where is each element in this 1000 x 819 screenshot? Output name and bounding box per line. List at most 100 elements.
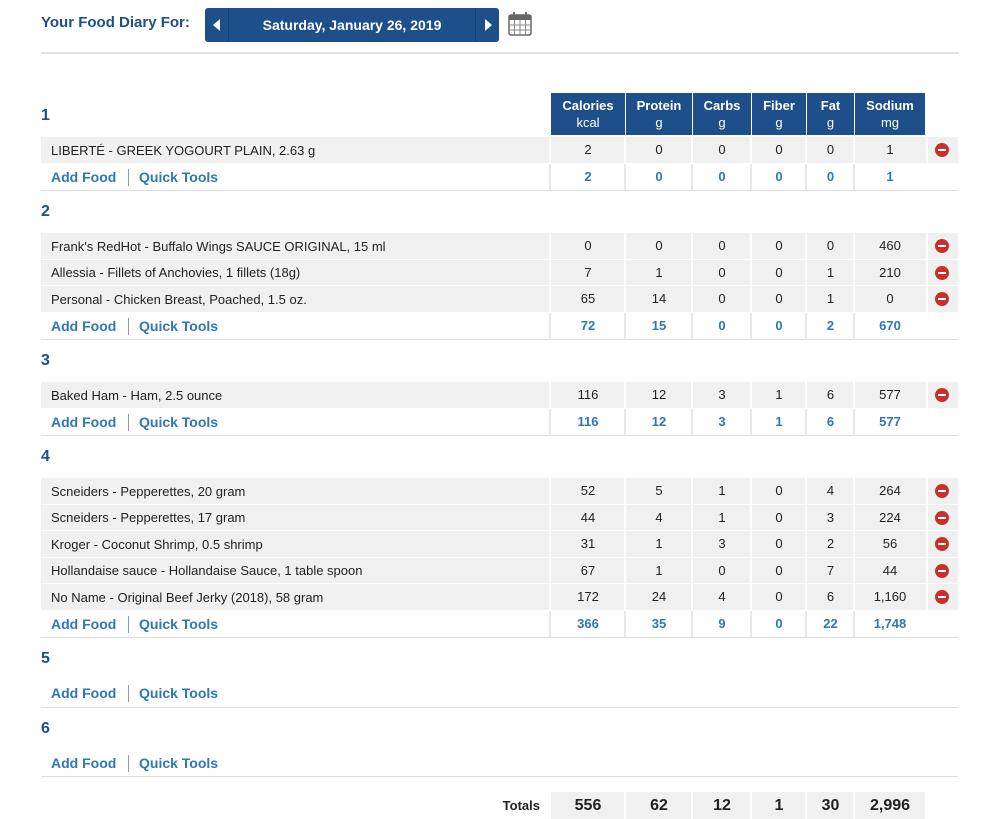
- date[interactable]: Saturday, January 26, 2019: [228, 8, 476, 42]
- nutrient-value: 1: [805, 259, 854, 285]
- nutrient-value: 0: [750, 137, 806, 163]
- nutrient-value: 12: [624, 382, 692, 408]
- meal-total: 366: [549, 610, 625, 637]
- quick-tools-link[interactable]: Quick Tools: [139, 168, 219, 185]
- food-name: Kroger - Coconut Shrimp, 0.5 shrimp: [51, 536, 263, 552]
- column-unit: mg: [880, 115, 900, 130]
- link-separator: [128, 413, 129, 431]
- quick-tools-link[interactable]: Quick Tools: [139, 317, 219, 334]
- food-name: No Name - Original Beef Jerky (2018), 58…: [51, 589, 324, 605]
- meal-divider: [41, 339, 958, 340]
- column-name: Carbs: [703, 98, 741, 113]
- add-food-link[interactable]: Add Food: [51, 413, 117, 430]
- add-food-link[interactable]: Add Food: [51, 685, 117, 701]
- row-divider: [41, 609, 958, 611]
- meal-total: 22: [805, 610, 854, 637]
- nutrient-value: 0: [750, 286, 806, 312]
- column-name: Calories: [562, 98, 614, 113]
- next-day[interactable]: [476, 8, 499, 42]
- column-unit: g: [655, 115, 663, 130]
- delete-food: [926, 233, 958, 259]
- link-separator: [128, 685, 129, 702]
- prev-day[interactable]: [205, 8, 228, 42]
- delete-icon[interactable]: [935, 143, 949, 157]
- nutrient-value: 1: [853, 137, 925, 163]
- nutrient-value: 3: [691, 382, 751, 408]
- meal-total: 3: [691, 408, 751, 435]
- delete-food: [926, 286, 958, 312]
- meal-total: 577: [853, 408, 925, 435]
- quick-tools-link[interactable]: Quick Tools: [139, 685, 219, 701]
- delete-icon[interactable]: [935, 388, 949, 402]
- nutrient-value: 4: [691, 584, 751, 610]
- nutrient-value: 4: [624, 504, 692, 530]
- meal-total: 0: [750, 610, 806, 637]
- nutrient-value: 0: [750, 259, 806, 285]
- quick-tools-link[interactable]: Quick Tools: [139, 615, 219, 632]
- delete-icon[interactable]: [935, 537, 949, 551]
- column-header: Fiber g: [752, 93, 806, 135]
- nutrient-value: 460: [853, 233, 925, 259]
- row-divider: [41, 258, 958, 260]
- food-name: Baked Ham - Ham, 2.5 ounce: [51, 387, 223, 403]
- delete-icon[interactable]: [935, 563, 949, 578]
- nutrient-value: 0: [624, 233, 692, 259]
- nutrient-value: 577: [853, 382, 925, 408]
- meal-total: 0: [805, 163, 854, 190]
- delete-icon[interactable]: [935, 590, 949, 604]
- column-header: Protein g: [626, 93, 692, 135]
- nutrient-value: 44: [853, 557, 925, 583]
- calendar-icon[interactable]: [508, 12, 532, 36]
- nutrient-value: 31: [549, 531, 625, 557]
- nutrient-value: 0: [750, 478, 806, 504]
- nutrient-value: 0: [750, 531, 806, 557]
- delete-food: [926, 557, 958, 583]
- meal-total: 1,748: [853, 610, 925, 637]
- nutrient-value: 1,160: [853, 584, 925, 610]
- nutrient-value: 14: [624, 286, 692, 312]
- meal-total: 6: [805, 408, 854, 435]
- nutrient-value: 24: [624, 584, 692, 610]
- meal-total: 0: [750, 163, 806, 190]
- nutrient-value: 6: [805, 584, 854, 610]
- nutrient-value: 7: [805, 557, 854, 583]
- nutrient-value: 1: [691, 478, 751, 504]
- nutrient-value: 0: [691, 557, 751, 583]
- delete-icon[interactable]: [935, 239, 949, 253]
- add-food-link[interactable]: Add Food: [51, 317, 117, 334]
- nutrient-value: 1: [624, 531, 692, 557]
- nutrient-value: 0: [549, 233, 625, 259]
- nutrient-value: 0: [750, 233, 806, 259]
- nutrient-value: 0: [750, 557, 806, 583]
- delete-icon[interactable]: [935, 265, 949, 280]
- column-name: Fiber: [763, 98, 795, 113]
- meal-total: 15: [624, 312, 692, 339]
- nutrient-value: 0: [691, 286, 751, 312]
- nutrient-value: 1: [624, 259, 692, 285]
- nutrient-value: 67: [549, 557, 625, 583]
- delete-icon[interactable]: [935, 510, 949, 525]
- nutrient-value: 65: [549, 286, 625, 312]
- nutrient-value: 3: [805, 504, 854, 530]
- food-name: Allessia - Fillets of Anchovies, 1 fille…: [51, 265, 301, 281]
- column-unit: g: [826, 115, 835, 130]
- delete-icon[interactable]: [935, 484, 949, 498]
- nutrient-value: 56: [853, 531, 925, 557]
- quick-tools-link[interactable]: Quick Tools: [139, 413, 219, 430]
- quick-tools-link[interactable]: Quick Tools: [139, 754, 219, 771]
- nutrient-value: 44: [549, 504, 625, 530]
- row-divider: [41, 583, 958, 584]
- add-food-link[interactable]: Add Food: [51, 754, 117, 771]
- nutrient-value: 6: [805, 382, 854, 408]
- meal-divider: [41, 776, 958, 777]
- add-food-link[interactable]: Add Food: [51, 168, 117, 185]
- delete-icon[interactable]: [935, 292, 949, 306]
- nutrient-value: 2: [805, 531, 854, 557]
- food-name: Frank's RedHot - Buffalo Wings SAUCE ORI…: [51, 238, 386, 254]
- add-food-link[interactable]: Add Food: [51, 615, 117, 632]
- row-divider: [41, 285, 958, 286]
- nutrient-value: 172: [549, 584, 625, 610]
- arrow-left: [212, 19, 220, 31]
- nutrient-value: 52: [549, 478, 625, 504]
